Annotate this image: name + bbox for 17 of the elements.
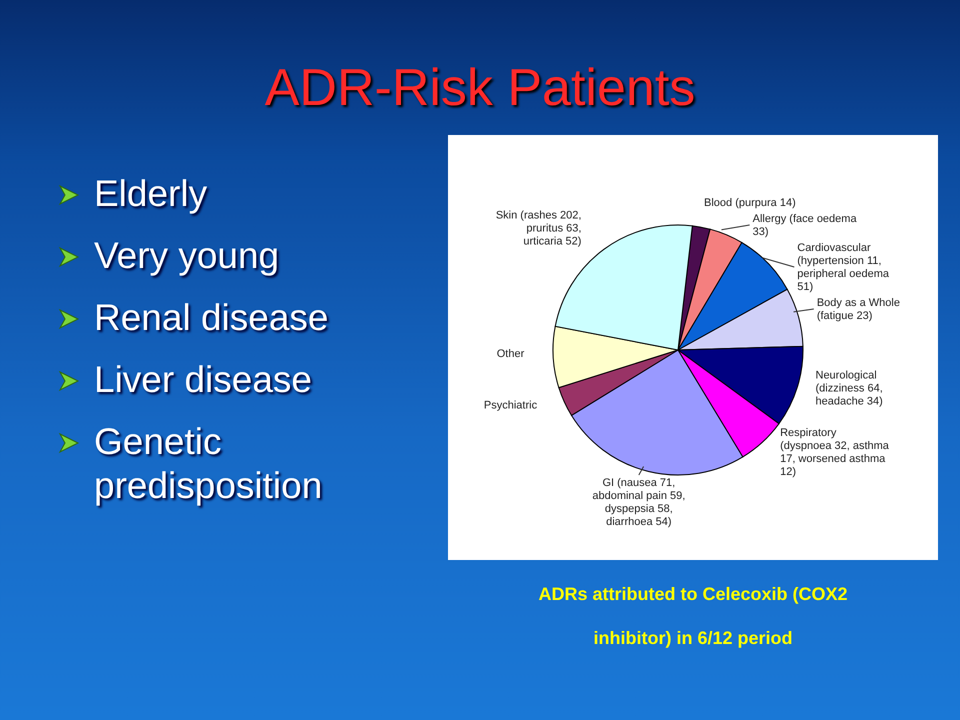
text: Very young bbox=[94, 234, 280, 278]
slice-label: Skin (rashes 202, pruritus 63, urticaria 52) bbox=[496, 210, 582, 248]
slice-label: Body as a Whole (fatigue 23) bbox=[816, 297, 900, 322]
chart-title: ADR-Risk Patients bbox=[264, 58, 696, 118]
slice-label: Blood (purpura 14) bbox=[704, 197, 796, 210]
text: Renal disease bbox=[94, 296, 328, 340]
slice-label: Neurological (dizziness 64, headache 34) bbox=[816, 369, 883, 408]
text: Liver disease bbox=[94, 358, 312, 402]
slice-label: Cardiovascular (hypertension 11, peripheral oedema 51) bbox=[797, 242, 890, 294]
slice-label: Other bbox=[496, 348, 525, 360]
slice-label: Respiratory (dyspnoea 32, asthma 17, worsened asthma 12) bbox=[780, 426, 890, 478]
text: Elderly bbox=[94, 172, 208, 216]
text: ADRs attributed to Celecoxib (COX2 inhibitor) in 6/12 period bbox=[538, 584, 848, 648]
slice-label: GI (nausea 71, abdominal pain 59, dyspepsia 58, diarrhoea 54) bbox=[592, 477, 686, 528]
slice-label: Psychiatric bbox=[484, 400, 538, 412]
text: Genetic predisposition bbox=[94, 420, 324, 508]
slice-label: Allergy (face oedema 33) bbox=[752, 213, 858, 238]
